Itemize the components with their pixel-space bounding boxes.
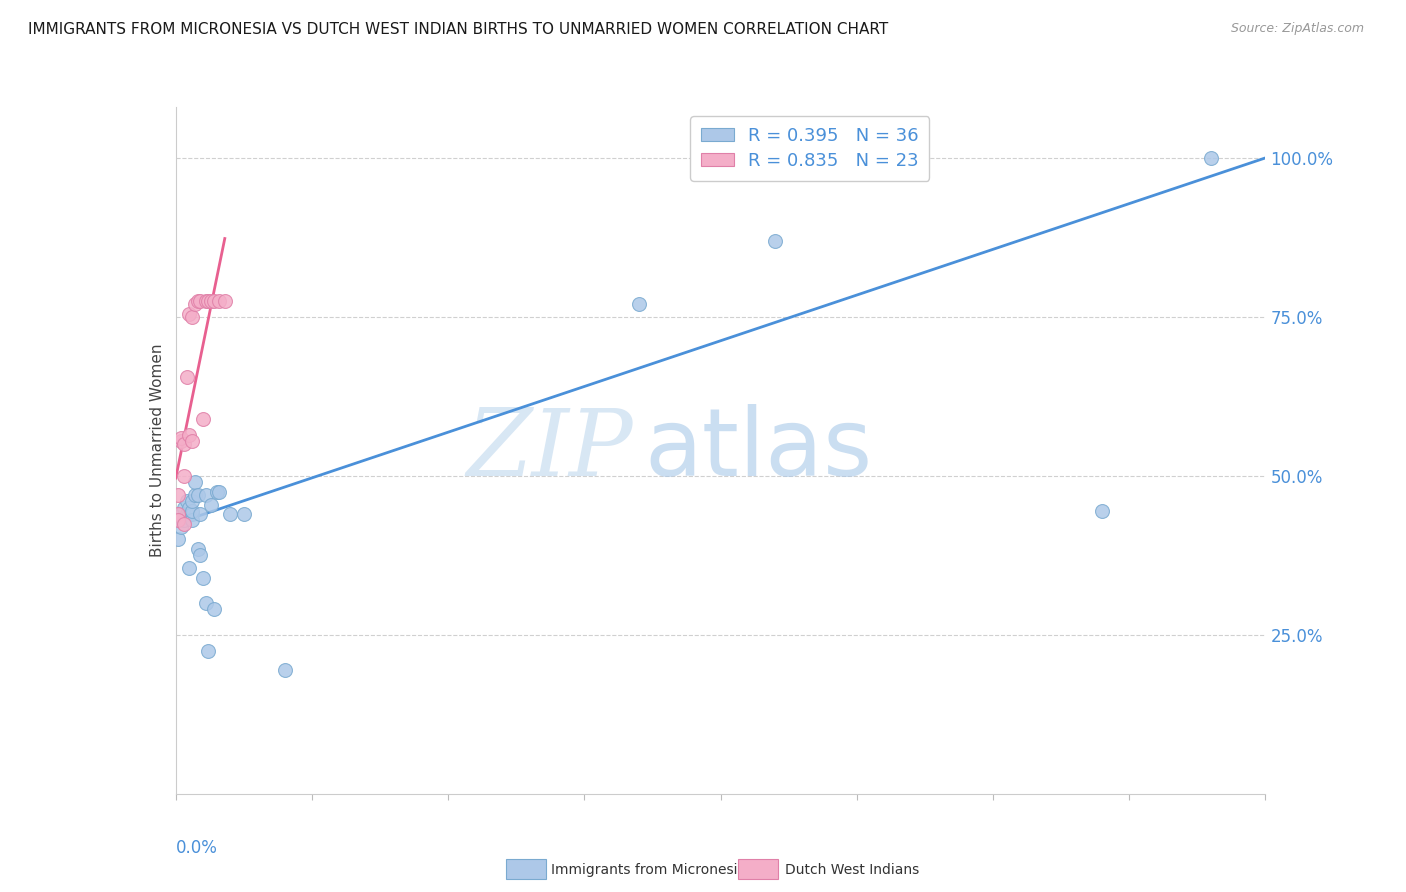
Point (763, 234, 786, 248)
Point (219, 507, 242, 521)
Point (167, 507, 190, 521)
Text: 0.0%: 0.0% (176, 838, 218, 856)
Point (208, 484, 231, 499)
Point (173, 516, 195, 531)
Point (274, 663, 297, 677)
Point (173, 513, 195, 527)
Point (232, 507, 254, 521)
Text: Source: ZipAtlas.com: Source: ZipAtlas.com (1230, 22, 1364, 36)
Y-axis label: Births to Unmarried Women: Births to Unmarried Women (149, 343, 165, 558)
Point (188, 549, 211, 563)
Legend: R = 0.395   N = 36, R = 0.835   N = 23: R = 0.395 N = 36, R = 0.835 N = 23 (690, 116, 929, 181)
Point (179, 500, 201, 515)
Point (167, 513, 190, 527)
Point (181, 494, 204, 508)
Point (181, 434, 204, 448)
Point (181, 507, 204, 521)
Point (214, 293, 236, 308)
Point (170, 507, 193, 521)
Point (202, 293, 225, 308)
Point (179, 561, 201, 575)
Point (1199, 151, 1222, 165)
Point (202, 602, 225, 616)
Point (167, 533, 190, 547)
Point (188, 293, 211, 308)
Point (179, 307, 201, 321)
Point (194, 596, 217, 610)
Point (179, 427, 201, 442)
Point (184, 475, 207, 490)
Point (186, 542, 209, 557)
Point (205, 484, 228, 499)
Point (184, 297, 207, 311)
Point (170, 431, 193, 445)
Point (179, 507, 201, 521)
Point (200, 498, 222, 512)
Text: IMMIGRANTS FROM MICRONESIA VS DUTCH WEST INDIAN BIRTHS TO UNMARRIED WOMEN CORREL: IMMIGRANTS FROM MICRONESIA VS DUTCH WEST… (28, 22, 889, 37)
Point (191, 411, 214, 425)
Point (167, 513, 190, 527)
Point (186, 293, 209, 308)
Point (194, 293, 217, 308)
Point (208, 293, 231, 308)
Point (197, 644, 219, 658)
Point (170, 434, 193, 448)
Point (181, 504, 204, 518)
Point (173, 469, 195, 483)
Point (191, 571, 214, 585)
Text: Dutch West Indians: Dutch West Indians (785, 863, 918, 877)
Point (627, 297, 650, 311)
Point (186, 488, 209, 502)
Point (176, 507, 198, 521)
Point (194, 488, 217, 502)
Point (200, 293, 222, 308)
Text: atlas: atlas (644, 404, 873, 497)
Point (176, 494, 198, 508)
Point (197, 293, 219, 308)
Text: ZIP: ZIP (467, 406, 633, 495)
Point (188, 507, 211, 521)
Point (1091, 504, 1114, 518)
Point (176, 370, 198, 384)
Point (173, 437, 195, 451)
Point (167, 488, 190, 502)
Point (181, 513, 204, 527)
Point (184, 488, 207, 502)
Point (170, 520, 193, 534)
Point (181, 310, 204, 324)
Text: Immigrants from Micronesia: Immigrants from Micronesia (551, 863, 747, 877)
Point (173, 500, 195, 515)
